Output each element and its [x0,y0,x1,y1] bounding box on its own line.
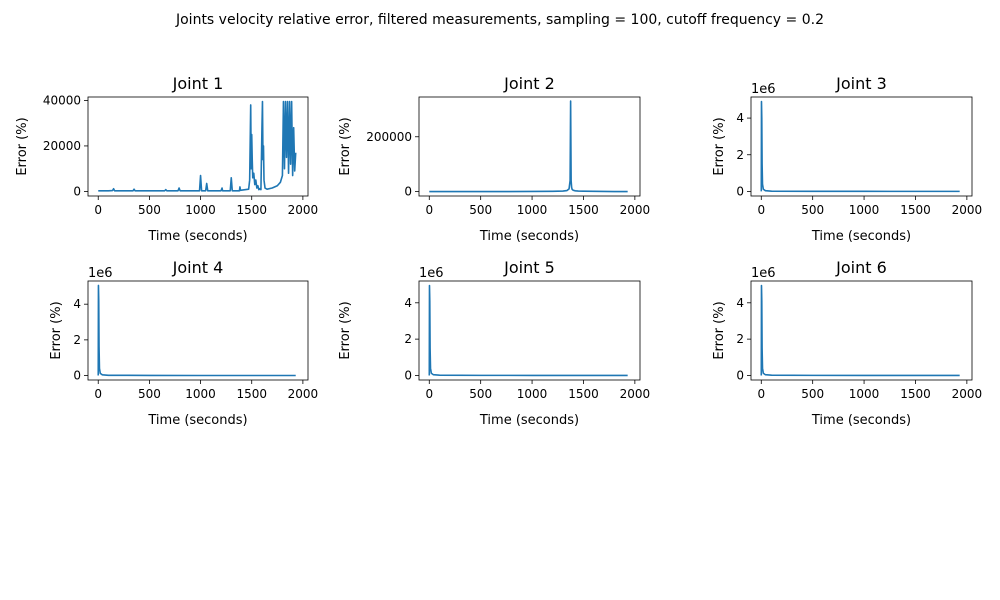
x-axis-label: Time (seconds) [479,413,579,428]
x-tick-label: 1000 [185,387,216,401]
y-axis-label: Error (%) [712,301,727,359]
y-tick-label: 2 [736,332,744,346]
x-tick-label: 500 [469,203,492,217]
axes-frame [87,96,309,197]
x-tick-label: 1500 [900,203,931,217]
x-tick-label: 1500 [568,203,599,217]
subplot-6: Joint 6 0 500 1000 1500 2000 0 2 4 1e6 Time (secon… [712,258,982,428]
y-tick-label: 0 [404,185,412,199]
x-tick-label: 2000 [288,203,319,217]
x-tick-label: 500 [138,387,161,401]
x-tick-label: 1000 [185,203,216,217]
y-offset-label: 1e6 [419,266,444,281]
x-tick-label: 500 [801,203,824,217]
x-axis-label: Time (seconds) [479,229,579,244]
x-tick-label: 1000 [849,203,880,217]
subplot-4: Joint 4 0 500 1000 1500 2000 0 2 4 1e6 Time (secon… [49,258,318,428]
x-tick-label: 1000 [849,387,880,401]
y-tick-label: 0 [736,368,744,382]
x-tick-label: 1000 [517,203,548,217]
x-tick-label: 1500 [900,387,931,401]
subplot-title: Joint 6 [835,258,887,277]
series-line [98,100,297,192]
x-tick-label: 2000 [288,387,319,401]
y-axis-label: Error (%) [338,117,353,175]
y-tick-label: 0 [404,368,412,382]
subplot-title: Joint 2 [503,74,555,93]
y-tick-label: 200000 [366,130,412,144]
x-axis-label: Time (seconds) [811,229,911,244]
y-tick-label: 0 [736,184,744,198]
x-tick-label: 1500 [568,387,599,401]
y-axis-label: Error (%) [15,117,30,175]
x-tick-label: 2000 [952,203,983,217]
x-tick-label: 2000 [620,387,651,401]
axes-frame [87,280,309,381]
y-tick-label: 40000 [43,93,81,107]
x-tick-label: 1000 [517,387,548,401]
y-tick-label: 2 [73,333,81,347]
series-line [429,100,628,193]
x-axis-label: Time (seconds) [147,413,247,428]
subplot-title: Joint 3 [835,74,887,93]
axes-frame [750,280,973,381]
y-tick-label: 20000 [43,139,81,153]
series-line [760,100,960,193]
x-tick-label: 1500 [236,203,267,217]
y-tick-label: 2 [736,148,744,162]
y-offset-label: 1e6 [751,266,776,281]
x-tick-label: 0 [757,387,765,401]
subplot-3: Joint 3 0 500 1000 1500 2000 0 2 4 1e6 Time (secon… [712,74,982,244]
y-tick-label: 2 [404,332,412,346]
y-axis-label: Error (%) [49,301,64,359]
y-offset-label: 1e6 [751,82,776,97]
y-tick-label: 0 [73,184,81,198]
subplot-title: Joint 4 [172,258,224,277]
subplot-2: Joint 2 0 500 1000 1500 2000 0 200000 Time (seco… [338,74,650,244]
series-line [97,284,296,377]
x-tick-label: 0 [757,203,765,217]
y-tick-label: 4 [73,297,81,311]
series-line [428,284,628,377]
x-tick-label: 0 [425,203,433,217]
x-tick-label: 500 [138,203,161,217]
figure-suptitle: Joints velocity relative error, filtered… [175,12,824,28]
x-tick-label: 2000 [952,387,983,401]
axes-frame [418,280,641,381]
series-line [760,284,960,377]
x-tick-label: 500 [469,387,492,401]
x-tick-label: 0 [94,387,102,401]
axes-frame [418,96,641,197]
subplot-5: Joint 5 0 500 1000 1500 2000 0 2 4 1e6 Time (secon… [338,258,650,428]
y-tick-label: 4 [404,296,412,310]
y-offset-label: 1e6 [88,266,113,281]
x-tick-label: 0 [425,387,433,401]
x-tick-label: 1500 [236,387,267,401]
subplot-title: Joint 1 [172,74,224,93]
axes-frame [750,96,973,197]
x-axis-label: Time (seconds) [811,413,911,428]
y-tick-label: 0 [73,369,81,383]
y-axis-label: Error (%) [712,117,727,175]
y-tick-label: 4 [736,296,744,310]
x-tick-label: 500 [801,387,824,401]
y-axis-label: Error (%) [338,301,353,359]
y-tick-label: 4 [736,111,744,125]
x-axis-label: Time (seconds) [147,229,247,244]
subplot-title: Joint 5 [503,258,555,277]
x-tick-label: 0 [94,203,102,217]
x-tick-label: 2000 [620,203,651,217]
